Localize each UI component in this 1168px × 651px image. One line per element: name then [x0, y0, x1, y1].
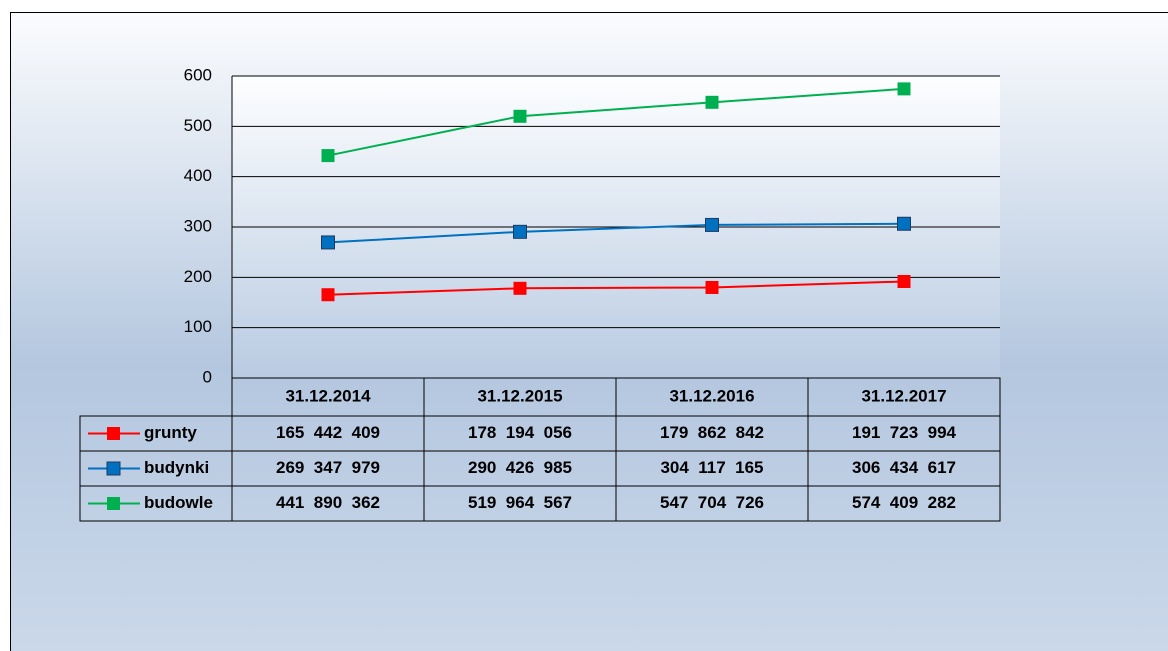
point-marker	[513, 109, 527, 123]
y-tick-label: 400	[184, 166, 212, 185]
point-marker	[321, 235, 335, 250]
y-tick-label: 200	[184, 267, 212, 286]
point-marker	[513, 281, 527, 295]
point-marker	[513, 224, 527, 239]
data-label: 441 890 362	[276, 493, 380, 512]
data-label: 290 426 985	[468, 458, 572, 477]
data-label: 191 723 994	[852, 423, 957, 442]
point-marker	[705, 217, 719, 232]
legend-marker	[107, 497, 120, 510]
point-marker	[897, 216, 911, 231]
y-tick-label: 500	[184, 116, 212, 135]
legend-marker	[107, 427, 120, 440]
series-line	[327, 222, 905, 244]
series-line	[327, 87, 905, 157]
y-tick-label: 300	[184, 216, 212, 235]
y-tick-label: 0	[203, 367, 212, 386]
legend-label: budynki	[144, 458, 209, 477]
point-marker	[897, 274, 911, 288]
y-tick-label: 100	[184, 317, 212, 336]
data-label: 519 964 567	[468, 493, 572, 512]
x-tick-label: 31.12.2014	[285, 386, 371, 405]
data-label: 306 434 617	[852, 458, 956, 477]
point-marker	[705, 95, 719, 109]
data-label: 547 704 726	[660, 493, 764, 512]
series-line	[327, 280, 905, 296]
data-label: 178 194 056	[468, 423, 572, 442]
point-marker	[705, 280, 719, 294]
point-marker	[321, 288, 335, 302]
data-label: 179 862 842	[660, 423, 764, 442]
x-tick-label: 31.12.2015	[477, 386, 562, 405]
x-tick-label: 31.12.2017	[861, 386, 946, 405]
point-marker	[897, 82, 911, 96]
data-label: 165 442 409	[276, 423, 380, 442]
x-tick-label: 31.12.2016	[669, 386, 754, 405]
legend-label: grunty	[144, 423, 197, 442]
data-label: 304 117 165	[660, 458, 763, 477]
legend-label: budowle	[144, 493, 213, 512]
y-tick-label: 600	[184, 65, 212, 84]
data-label: 574 409 282	[852, 493, 956, 512]
point-marker	[321, 149, 335, 163]
data-label: 269 347 979	[276, 458, 380, 477]
legend-marker	[106, 461, 121, 476]
